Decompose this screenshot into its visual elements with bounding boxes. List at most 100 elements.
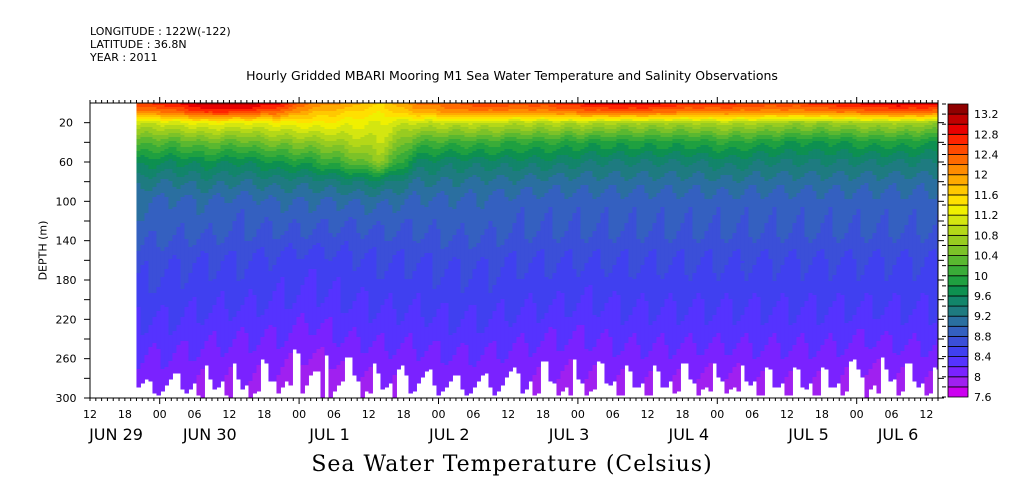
- heatmap-cell: [364, 161, 369, 166]
- heatmap-cell: [252, 115, 257, 118]
- heatmap-cell: [176, 119, 181, 122]
- heatmap-cell: [492, 111, 497, 114]
- heatmap-cell: [824, 179, 829, 194]
- heatmap-cell: [532, 115, 537, 118]
- heatmap-cell: [196, 119, 201, 122]
- heatmap-cell: [740, 337, 745, 366]
- heatmap-cell: [900, 325, 905, 352]
- heatmap-cell: [780, 117, 785, 120]
- heatmap-cell: [260, 115, 265, 118]
- heatmap-cell: [196, 139, 201, 146]
- heatmap-cell: [184, 121, 189, 124]
- heatmap-cell: [664, 141, 669, 150]
- heatmap-cell: [420, 121, 425, 124]
- x-tick-label: 18: [815, 408, 829, 421]
- heatmap-cell: [332, 129, 337, 136]
- heatmap-cell: [548, 107, 553, 112]
- heatmap-cell: [284, 125, 289, 130]
- heatmap-cell: [632, 189, 637, 208]
- heatmap-cell: [904, 117, 909, 120]
- heatmap-cell: [484, 229, 489, 260]
- heatmap-cell: [592, 123, 597, 128]
- heatmap-cell: [612, 153, 617, 160]
- heatmap-cell: [180, 177, 185, 186]
- heatmap-cell: [916, 173, 921, 186]
- heatmap-cell: [304, 175, 309, 184]
- heatmap-cell: [640, 171, 645, 186]
- heatmap-cell: [772, 121, 777, 124]
- heatmap-cell: [772, 207, 777, 282]
- heatmap-cell: [288, 243, 293, 310]
- heatmap-cell: [672, 119, 677, 122]
- heatmap-cell: [688, 113, 693, 116]
- heatmap-cell: [776, 343, 781, 388]
- heatmap-cell: [772, 131, 777, 138]
- heatmap-cell: [376, 221, 381, 280]
- heatmap-cell: [344, 195, 349, 206]
- heatmap-cell: [612, 119, 617, 122]
- heatmap-cell: [860, 121, 865, 124]
- heatmap-cell: [284, 133, 289, 140]
- heatmap-cell: [688, 127, 693, 134]
- heatmap-cell: [236, 311, 241, 332]
- heatmap-cell: [672, 113, 677, 116]
- heatmap-cell: [148, 325, 153, 348]
- heatmap-cell: [448, 143, 453, 150]
- heatmap-cell: [696, 171, 701, 186]
- heatmap-cell: [136, 111, 141, 114]
- heatmap-cell: [176, 117, 181, 120]
- heatmap-cell: [704, 111, 709, 114]
- heatmap-cell: [908, 107, 913, 112]
- heatmap-cell: [580, 135, 585, 140]
- heatmap-cell: [216, 117, 221, 120]
- heatmap-cell: [252, 131, 257, 138]
- heatmap-cell: [236, 103, 241, 106]
- heatmap-cell: [152, 177, 157, 188]
- heatmap-cell: [748, 115, 753, 118]
- heatmap-cell: [460, 119, 465, 122]
- heatmap-cell: [880, 111, 885, 114]
- heatmap-cell: [408, 103, 413, 106]
- heatmap-cell: [416, 243, 421, 264]
- heatmap-cell: [484, 347, 489, 374]
- heatmap-cell: [772, 165, 777, 178]
- heatmap-cell: [336, 151, 341, 158]
- heatmap-cell: [640, 115, 645, 118]
- heatmap-cell: [372, 209, 377, 226]
- heatmap-cell: [172, 121, 177, 126]
- heatmap-cell: [648, 105, 653, 108]
- heatmap-cell: [424, 113, 429, 116]
- heatmap-cell: [812, 149, 817, 160]
- heatmap-cell: [812, 125, 817, 130]
- heatmap-cell: [868, 145, 873, 152]
- heatmap-cell: [876, 139, 881, 146]
- heatmap-cell: [688, 119, 693, 122]
- heatmap-cell: [516, 121, 521, 126]
- heatmap-cell: [668, 113, 673, 116]
- heatmap-cell: [180, 121, 185, 124]
- heatmap-cell: [784, 103, 789, 108]
- heatmap-cell: [904, 139, 909, 146]
- heatmap-cell: [640, 141, 645, 148]
- heatmap-cell: [260, 117, 265, 120]
- heatmap-cell: [176, 125, 181, 130]
- heatmap-cell: [904, 103, 909, 106]
- heatmap-cell: [696, 115, 701, 118]
- heatmap-cell: [536, 367, 541, 394]
- heatmap-cell: [912, 111, 917, 114]
- heatmap-cell: [536, 103, 541, 108]
- heatmap-cell: [612, 117, 617, 120]
- heatmap-cell: [828, 119, 833, 122]
- heatmap-cell: [720, 113, 725, 116]
- heatmap-cell: [716, 153, 721, 160]
- heatmap-cell: [900, 139, 905, 144]
- heatmap-cell: [816, 111, 821, 114]
- heatmap-cell: [704, 121, 709, 124]
- heatmap-cell: [612, 105, 617, 110]
- heatmap-cell: [608, 117, 613, 120]
- heatmap-cell: [556, 123, 561, 128]
- heatmap-cell: [404, 159, 409, 168]
- heatmap-cell: [448, 123, 453, 128]
- heatmap-cell: [476, 139, 481, 144]
- heatmap-cell: [140, 143, 145, 150]
